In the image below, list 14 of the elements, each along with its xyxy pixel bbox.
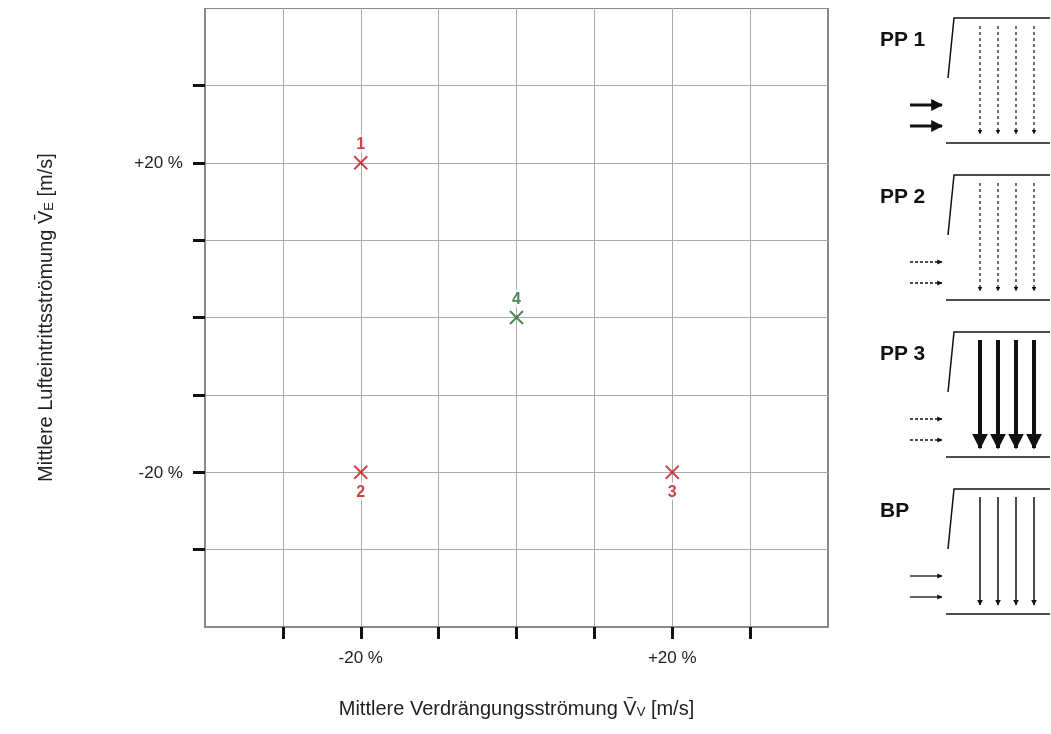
text: PP 2 <box>880 184 926 207</box>
x-axis-title: Mittlere Verdrängungsströmung V̄V [m/s] <box>338 696 695 719</box>
y-axis-title: Mittlere Lufteintrittsströmung V̄E [m/s] <box>33 153 56 482</box>
point <box>664 464 680 480</box>
annotation: 2 <box>356 482 366 500</box>
annotation: 4 <box>512 290 522 307</box>
point <box>509 310 524 325</box>
text: PP 3 <box>880 341 926 364</box>
text: PP 1 <box>880 27 926 50</box>
annotation: 3 <box>667 482 677 500</box>
text: BP <box>880 498 910 521</box>
point <box>353 464 369 480</box>
point <box>353 155 369 171</box>
annotation: 1 <box>356 135 366 153</box>
